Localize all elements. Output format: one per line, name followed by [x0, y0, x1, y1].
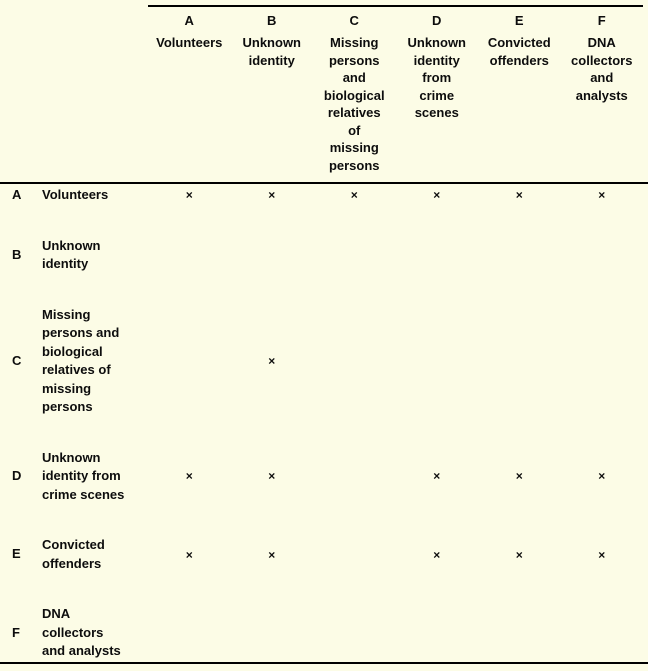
mark-x: × [598, 469, 606, 484]
spacer-cell [0, 34, 42, 174]
column-header-line: missing [329, 140, 379, 155]
spacer-cell [42, 12, 148, 30]
mark-x: × [433, 547, 441, 562]
row-label-e: Convicted offenders [42, 536, 148, 573]
column-header-line: collectors [571, 52, 633, 68]
row-label-d: Unknown identity from crime scenes [42, 449, 148, 505]
row-label-b: Unknown identity [42, 237, 148, 274]
column-header-line: relatives [327, 105, 381, 120]
mark-x: × [185, 469, 193, 484]
column-header-line: and [590, 70, 614, 85]
column-header-line: Volunteers [156, 35, 223, 50]
row-label-line: Volunteers [42, 187, 109, 202]
spacer-cell [42, 34, 148, 174]
row-letter-e: E [12, 546, 21, 562]
row-letter-a: A [12, 187, 22, 202]
column-header-line: identity [413, 52, 460, 68]
row-label-line: Missing [42, 306, 91, 322]
column-header-line: analysts [575, 87, 628, 103]
column-letter-e: E [514, 13, 524, 28]
row-letter-d: D [12, 468, 22, 483]
column-header-line: and [342, 70, 366, 85]
mark-x: × [515, 188, 523, 203]
column-header-line: Missing [330, 35, 379, 50]
matrix-body: A Volunteers × × × × × × B Unknown identity C Missin… [0, 184, 648, 661]
mark-x: × [268, 354, 276, 368]
column-letter-d: D [432, 13, 442, 28]
header-top-rule [148, 5, 643, 7]
row-label-line: Unknown [42, 237, 101, 253]
mark-x: × [433, 469, 441, 484]
table-row-e: E Convicted offenders × × × × × [0, 504, 648, 573]
table-row-d: D Unknown identity from crime scenes × × × × × [0, 417, 648, 505]
table-row-f: F DNA collectors and analysts [0, 573, 648, 661]
column-header-line: offenders [489, 52, 549, 68]
row-label-f: DNA collectors and analysts [42, 605, 148, 661]
column-letter-a: A [184, 13, 194, 28]
row-label-line: identity [42, 256, 89, 271]
column-header-line: identity [248, 52, 295, 68]
row-label-line: collectors [42, 624, 104, 640]
column-header-line: of [348, 122, 361, 138]
row-label-line: persons [42, 399, 93, 414]
header-divider-rule [0, 182, 648, 184]
row-label-line: identity from [42, 468, 121, 483]
column-header-line: crime [419, 87, 455, 103]
column-letter-c: C [349, 13, 359, 28]
mark-x: × [268, 188, 276, 203]
row-label-line: crime scenes [42, 486, 125, 502]
row-label-a: Volunteers [42, 186, 148, 205]
table-row-b: B Unknown identity [0, 205, 648, 274]
column-header-a: Volunteers [148, 34, 231, 174]
row-letter-f: F [12, 624, 20, 640]
column-header-line: persons [328, 52, 380, 68]
mark-x: × [185, 188, 193, 203]
row-label-line: persons and [42, 325, 120, 340]
mark-x: × [433, 188, 441, 203]
row-label-line: DNA [42, 606, 71, 621]
row-label-line: Convicted [42, 537, 105, 552]
column-header-f: DNA collectors and analysts [561, 34, 644, 174]
column-header-line: Convicted [487, 35, 551, 50]
column-header-line: Unknown [407, 35, 467, 50]
row-label-line: biological [42, 343, 103, 359]
column-header-line: persons [328, 157, 380, 173]
table-row-c: C Missing persons and biological relatives o… [0, 274, 648, 417]
column-header-e: Convicted offenders [478, 34, 561, 174]
row-letter-b: B [12, 246, 22, 262]
table-bottom-rule [0, 661, 648, 664]
column-header-line: scenes [414, 105, 459, 120]
row-label-line: Unknown [42, 449, 101, 465]
column-header-d: Unknown identity from crime scenes [396, 34, 479, 174]
column-headers-row: Volunteers Unknown identity Missing persons a… [0, 34, 648, 174]
row-label-line: and analysts [42, 643, 121, 658]
mark-x: × [515, 469, 523, 484]
mark-x: × [515, 547, 523, 562]
mark-x: × [350, 188, 358, 203]
column-letter-b: B [267, 13, 277, 28]
column-header-line: Unknown [242, 35, 302, 50]
row-label-line: relatives of [42, 362, 111, 377]
row-label-line: offenders [42, 555, 102, 571]
table-row-a: A Volunteers × × × × × × [0, 184, 648, 205]
column-header-b: Unknown identity [231, 34, 314, 174]
column-header-line: from [422, 70, 452, 85]
column-header-c: Missing persons and biological relatives of mi… [313, 34, 396, 174]
column-letters-row: A B C D E F [0, 12, 648, 30]
mark-x: × [268, 547, 276, 562]
row-label-c: Missing persons and biological relatives of… [42, 306, 148, 417]
mark-x: × [598, 547, 606, 562]
row-letter-c: C [12, 352, 22, 368]
mark-x: × [185, 547, 193, 562]
row-label-line: missing [42, 380, 92, 396]
column-header-line: DNA [587, 35, 616, 50]
spacer-cell [0, 12, 42, 30]
column-letter-f: F [597, 13, 606, 28]
mark-x: × [268, 469, 276, 484]
column-header-line: biological [323, 87, 385, 103]
mark-x: × [598, 188, 606, 203]
